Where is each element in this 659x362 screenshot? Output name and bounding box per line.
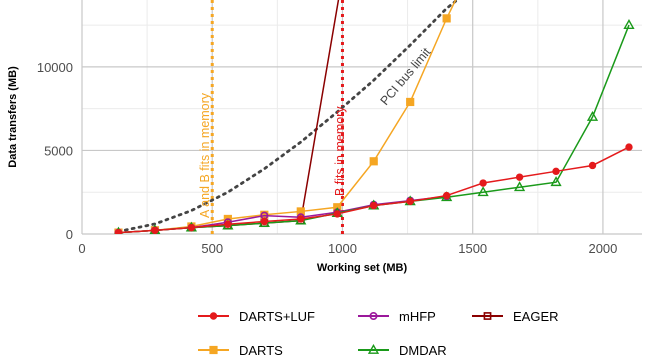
data-point	[623, 19, 635, 29]
pci-bus-limit-curve	[117, 0, 460, 233]
legend-item: DARTS+LUF	[198, 309, 315, 324]
legend-item: DMDAR	[358, 343, 447, 358]
legend-key-marker	[367, 343, 380, 354]
data-point	[151, 226, 159, 234]
legend-key-marker	[209, 312, 218, 320]
data-point	[552, 167, 560, 176]
data-point	[370, 201, 378, 210]
reference-line-label: A and B fits in memory	[198, 92, 212, 218]
data-point	[224, 220, 232, 229]
data-point	[625, 143, 633, 151]
major-gridlines	[81, 0, 642, 235]
reference-line-label: B fits in memory	[333, 106, 347, 196]
data-point	[369, 157, 378, 166]
series-lines	[114, 0, 635, 234]
data-point	[114, 228, 123, 234]
data-point	[550, 176, 562, 187]
legend-label: DARTS	[239, 343, 283, 358]
data-point	[477, 186, 489, 197]
data-point	[406, 197, 414, 206]
legend-label: EAGER	[513, 309, 559, 324]
reference-lines	[117, 0, 460, 234]
y-axis-title: Data transfers (MB)	[7, 66, 19, 168]
data-point	[479, 179, 487, 187]
legend-label: DMDAR	[399, 343, 447, 358]
data-point	[406, 97, 415, 107]
x-tick-label: 0	[78, 241, 85, 256]
legend-item: DARTS	[198, 343, 283, 358]
data-point	[442, 14, 451, 23]
data-point	[297, 215, 305, 223]
y-tick-label: 0	[66, 227, 73, 242]
plot-background	[82, 0, 642, 234]
series-darts-luf	[114, 143, 633, 234]
x-tick-label: 1000	[328, 241, 357, 256]
data-point	[515, 173, 524, 181]
x-axis-title: Working set (MB)	[317, 262, 408, 274]
y-tick-label: 5000	[44, 143, 73, 158]
data-point	[588, 161, 597, 170]
x-tick-label: 500	[201, 241, 223, 256]
legend-key-marker	[369, 311, 378, 320]
data-point	[260, 217, 269, 226]
tick-labels: 0 500 1000 1500 2000 0 5000 10000	[37, 60, 618, 256]
minor-gridlines	[82, 0, 642, 234]
legend-label: DARTS+LUF	[239, 309, 315, 324]
x-tick-label: 2000	[588, 241, 617, 256]
legend-item: mHFP	[358, 309, 436, 324]
x-tick-label: 1500	[458, 241, 487, 256]
data-point	[442, 191, 451, 200]
data-point	[586, 110, 599, 121]
legend-label: mHFP	[399, 309, 436, 324]
data-point	[513, 181, 526, 192]
data-point	[187, 223, 196, 232]
legend-key-marker	[483, 312, 492, 320]
y-tick-label: 10000	[37, 60, 73, 75]
legend: DARTS+LUF mHFP EAGER DARTS DMDAR	[198, 309, 559, 358]
data-point	[333, 210, 341, 218]
legend-item: EAGER	[472, 309, 559, 324]
legend-key-marker	[209, 345, 218, 355]
